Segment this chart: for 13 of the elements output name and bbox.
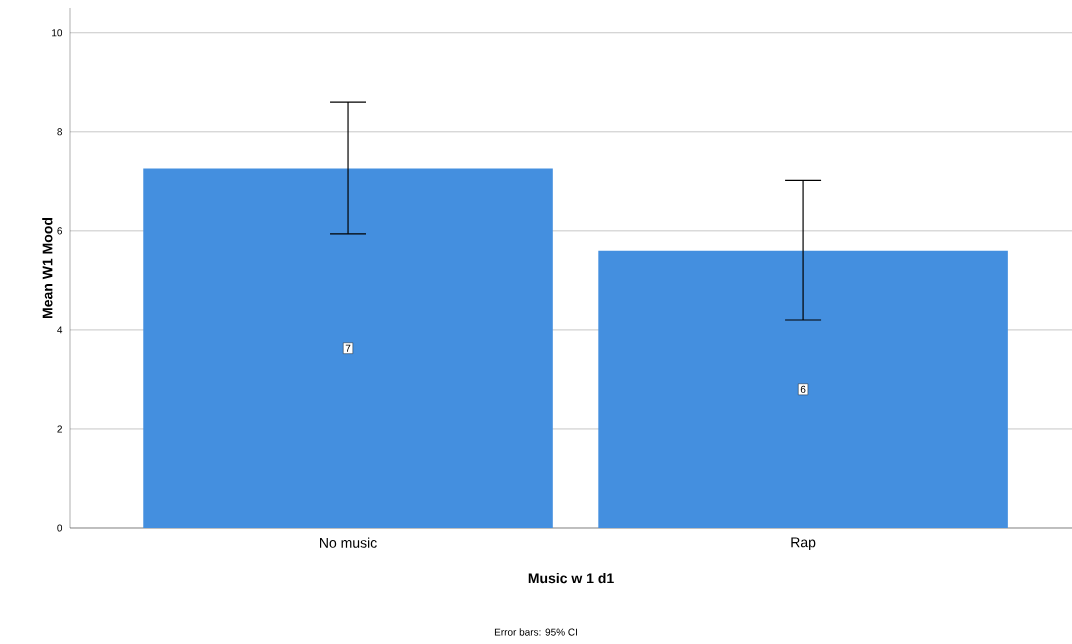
x-tick-label: No music <box>320 537 377 548</box>
y-tick-label: 6 <box>57 227 63 235</box>
text: Error bars: 95% CI <box>494 628 577 636</box>
y-axis-title: Mean W1 Mood <box>42 217 53 318</box>
y-tick-label: 2 <box>57 425 62 433</box>
x-tick-label: Rap <box>791 537 816 551</box>
y-tick-label: 4 <box>57 326 63 334</box>
data-label: 6 <box>800 385 806 393</box>
y-tick-label: 0 <box>57 524 63 532</box>
y-tick-label: 10 <box>52 29 63 37</box>
data-label: 7 <box>345 344 351 352</box>
y-tick-label: 8 <box>57 128 63 136</box>
x-axis-title: Music w 1 d1 <box>528 572 614 584</box>
